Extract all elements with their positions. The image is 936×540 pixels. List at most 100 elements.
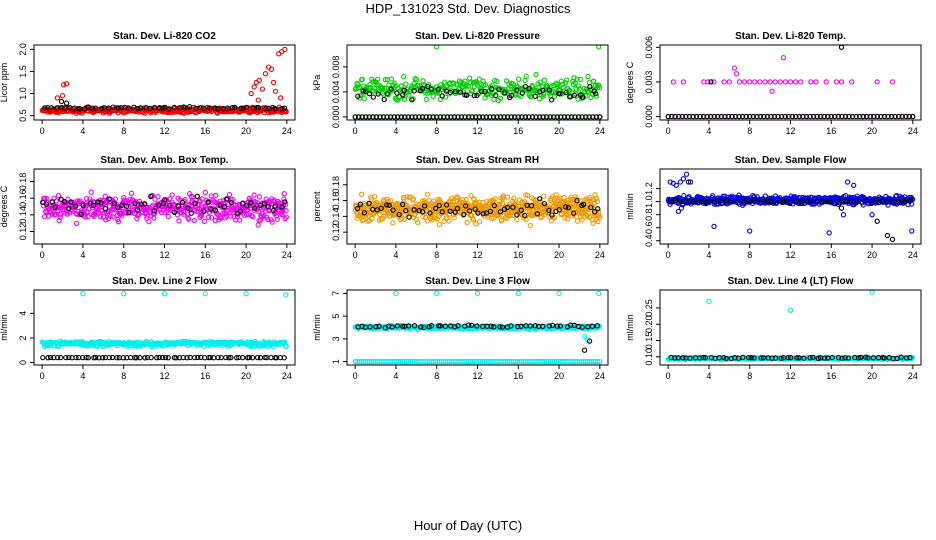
data-point (706, 298, 712, 305)
reference-point (515, 323, 521, 330)
reference-point (442, 323, 449, 329)
reference-point (764, 113, 771, 120)
data-point (833, 79, 840, 85)
reference-point (354, 205, 361, 212)
reference-point (686, 113, 693, 120)
reference-point (115, 105, 121, 111)
x-tick-label: 0 (353, 126, 358, 136)
reference-point (100, 355, 106, 361)
reference-point (865, 355, 871, 361)
reference-point (483, 114, 490, 120)
data-point (442, 94, 449, 100)
reference-point (166, 106, 172, 112)
reference-point (858, 354, 864, 361)
data-point (683, 171, 690, 177)
data-point (358, 191, 365, 197)
reference-point (212, 105, 218, 111)
data-point (176, 218, 182, 224)
data-point (212, 217, 218, 224)
data-point (474, 290, 481, 297)
reference-point (839, 113, 845, 120)
reference-point (721, 354, 727, 361)
reference-point (246, 354, 252, 361)
data-point (119, 213, 125, 219)
data-point (415, 219, 421, 226)
reference-point (725, 113, 732, 120)
reference-point (435, 86, 441, 93)
data-point (110, 214, 116, 220)
reference-point (491, 202, 497, 209)
data-point (780, 55, 787, 61)
data-point (442, 79, 448, 85)
reference-point (854, 199, 861, 205)
reference-point (63, 354, 69, 361)
x-tick-label: 24 (595, 126, 605, 136)
data-point (909, 228, 915, 234)
reference-point (518, 323, 524, 329)
data-point (581, 333, 588, 340)
data-point (529, 83, 535, 89)
reference-point (771, 113, 778, 120)
x-tick-label: 0 (666, 126, 671, 136)
reference-point (508, 114, 514, 120)
data-point (423, 96, 430, 103)
reference-point (185, 205, 191, 211)
reference-point (254, 354, 261, 361)
reference-point (261, 200, 267, 207)
reference-point (135, 105, 141, 112)
reference-point (228, 354, 234, 361)
reference-point (418, 324, 424, 330)
data-point (525, 192, 531, 199)
reference-point (884, 232, 891, 239)
data-point (583, 93, 589, 99)
data-point (278, 95, 284, 101)
reference-point (772, 355, 779, 361)
x-tick-label: 24 (908, 126, 918, 136)
x-tick-label: 8 (747, 126, 752, 136)
x-tick-label: 16 (513, 250, 523, 260)
reference-point (685, 179, 692, 185)
reference-point (471, 92, 477, 99)
reference-point (823, 198, 829, 205)
x-tick-label: 12 (472, 126, 482, 136)
reference-point (593, 90, 599, 97)
data-point (248, 90, 254, 97)
reference-point (488, 323, 494, 329)
reference-point (387, 114, 394, 120)
reference-point (781, 198, 787, 204)
y-axis-label: ml/min (625, 314, 635, 341)
reference-point (532, 93, 538, 99)
reference-point (472, 206, 478, 212)
reference-point (583, 114, 589, 120)
reference-point (400, 201, 406, 208)
reference-point (421, 324, 427, 331)
reference-point (386, 323, 392, 329)
reference-point (540, 114, 546, 120)
data-point (41, 214, 48, 220)
reference-point (857, 113, 863, 120)
reference-point (457, 89, 464, 95)
reference-point (378, 205, 384, 211)
reference-point (700, 354, 706, 361)
reference-point (494, 114, 500, 120)
reference-point (419, 85, 426, 92)
reference-point (761, 113, 767, 120)
y-tick-label: 0.008 (331, 56, 341, 79)
reference-point (398, 114, 404, 120)
reference-point (878, 113, 884, 120)
reference-point (769, 355, 775, 361)
reference-point (98, 199, 104, 206)
reference-point (522, 212, 528, 219)
y-tick-label: 5 (331, 314, 341, 319)
reference-point (693, 113, 700, 120)
reference-point (860, 113, 866, 120)
data-point (596, 85, 603, 91)
reference-point (594, 323, 600, 329)
reference-point (92, 105, 99, 111)
data-point (711, 79, 717, 85)
y-tick-label: 0 (18, 360, 28, 365)
reference-point (551, 114, 557, 120)
reference-point (567, 322, 574, 328)
